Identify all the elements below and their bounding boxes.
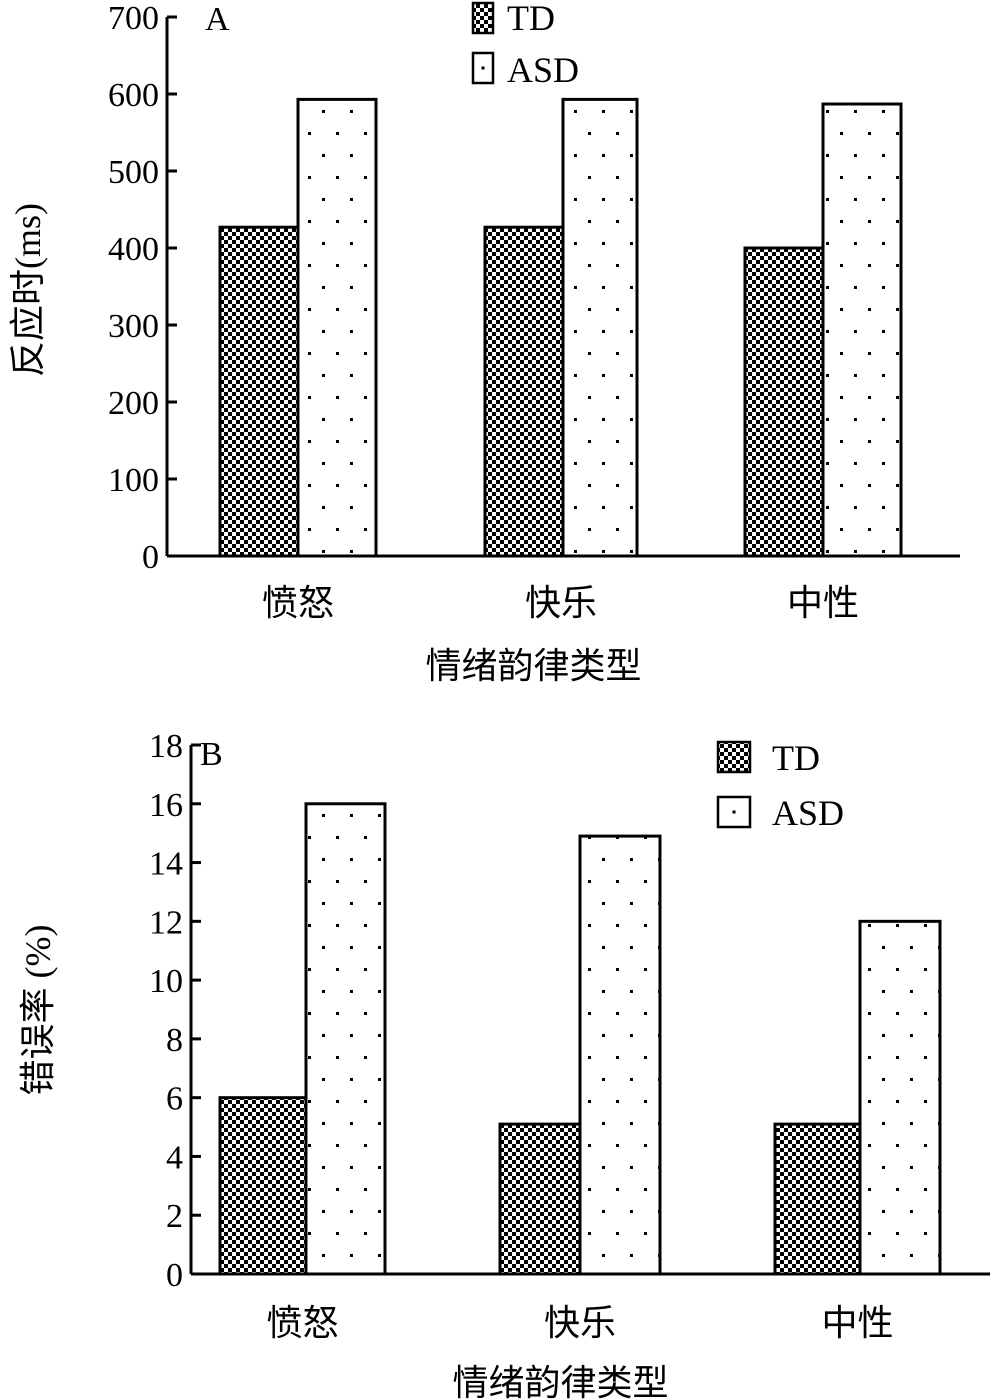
- chart-panel-a: 愤怒 快乐 中性 0 100 200 300 400 500 600 700 情绪韵律类型 反应时(ms…: [8, 0, 960, 686]
- panel-label: A: [205, 1, 230, 38]
- bar-asd-0: [304, 802, 387, 1276]
- y-axis-title: 反应时(ms): [8, 203, 48, 377]
- legend-swatch-dot: [732, 810, 736, 814]
- y-tick-label: 10: [149, 963, 183, 1000]
- legend-label-td: TD: [772, 738, 820, 778]
- y-tick-label: 600: [108, 77, 159, 114]
- y-tick-label: 0: [142, 539, 159, 576]
- bar-td-0: [218, 225, 300, 558]
- y-tick-label: 6: [166, 1081, 183, 1118]
- x-tick-label: 愤怒: [262, 583, 334, 623]
- bar-td-1: [483, 225, 565, 558]
- x-tick-label: 快乐: [544, 1303, 616, 1343]
- y-tick-label: 300: [108, 308, 159, 345]
- x-tick-label: 中性: [787, 583, 859, 623]
- legend-swatch-td: [716, 740, 752, 774]
- x-tick-label: 中性: [821, 1303, 893, 1343]
- y-tick-label: 100: [108, 462, 159, 499]
- bar-asd-2: [858, 919, 942, 1276]
- bar-td-2: [743, 246, 825, 558]
- y-tick-label: 4: [166, 1139, 183, 1176]
- bar-td-1: [498, 1122, 582, 1276]
- bar-asd-2: [821, 102, 903, 558]
- x-axis-title: 情绪韵律类型: [425, 646, 641, 686]
- chart-panel-b: 愤怒 快乐 中性 0 2 4 6 8 10 12 14 16 18 情绪韵律类型 错误率 (%) B TD ASD: [18, 728, 990, 1400]
- x-tick-label: 快乐: [525, 583, 597, 623]
- x-tick-label: 愤怒: [266, 1303, 338, 1343]
- legend-label-td: TD: [507, 0, 555, 38]
- y-tick-label: 12: [149, 904, 183, 941]
- bar-td-0: [218, 1096, 308, 1276]
- y-axis-title: 错误率 (%): [18, 925, 58, 1096]
- bar-td-2: [773, 1122, 862, 1276]
- legend-label-asd: ASD: [772, 793, 844, 833]
- bar-asd-0: [296, 97, 378, 558]
- panel-label: B: [200, 736, 223, 773]
- y-tick-label: 400: [108, 231, 159, 268]
- y-tick-label: 0: [166, 1257, 183, 1294]
- y-tick-label: 8: [166, 1022, 183, 1059]
- legend-swatch-td: [471, 1, 495, 35]
- bar-asd-1: [578, 834, 662, 1276]
- y-tick-label: 500: [108, 154, 159, 191]
- legend-swatch-dot: [481, 66, 485, 70]
- x-axis-title: 情绪韵律类型: [452, 1363, 668, 1400]
- legend-label-asd: ASD: [507, 50, 579, 90]
- y-tick-label: 18: [149, 728, 183, 765]
- bar-asd-1: [561, 97, 639, 558]
- y-tick-label: 14: [149, 846, 183, 883]
- y-tick-label: 16: [149, 787, 183, 824]
- y-tick-label: 200: [108, 385, 159, 422]
- y-tick-label: 700: [108, 0, 159, 37]
- y-tick-label: 2: [166, 1198, 183, 1235]
